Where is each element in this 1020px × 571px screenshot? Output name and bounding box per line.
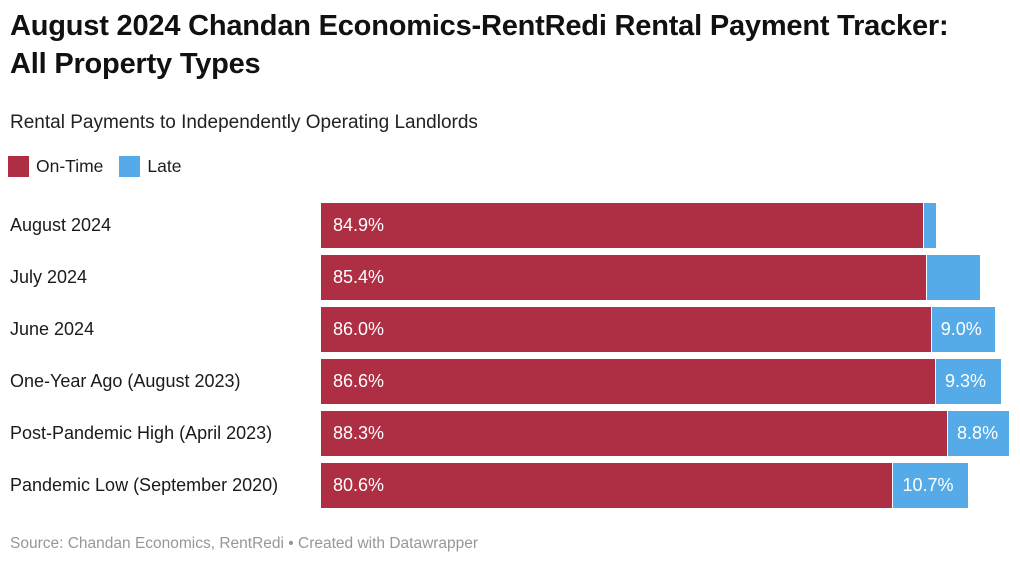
category-label: July 2024 bbox=[10, 267, 88, 287]
bar-track: 86.6% 9.3% bbox=[321, 359, 1020, 404]
bar-track: 84.9% bbox=[321, 203, 1020, 248]
legend-label-late: Late bbox=[147, 156, 182, 176]
ontime-value-label: 85.4% bbox=[333, 267, 385, 287]
category-label: Pandemic Low (September 2020) bbox=[10, 475, 279, 495]
bar-track: 88.3% 8.8% bbox=[321, 411, 1020, 456]
late-value-label: 10.7% bbox=[902, 475, 954, 495]
chart-subtitle: Rental Payments to Independently Operati… bbox=[10, 112, 478, 133]
ontime-value-label: 88.3% bbox=[333, 423, 385, 443]
legend-label-ontime: On-Time bbox=[36, 156, 104, 176]
late-bar-segment[interactable]: 9.0% bbox=[930, 307, 995, 352]
legend-item-ontime: On-Time bbox=[8, 156, 103, 177]
chart-title: August 2024 Chandan Economics-RentRedi R… bbox=[10, 10, 949, 80]
legend-item-late: Late bbox=[119, 156, 181, 177]
late-value-label: 9.3% bbox=[944, 371, 987, 391]
ontime-bar-segment[interactable]: 80.6% bbox=[321, 463, 893, 508]
ontime-value-label: 86.0% bbox=[333, 319, 385, 339]
category-label: One-Year Ago (August 2023) bbox=[10, 371, 241, 391]
chart-row: Pandemic Low (September 2020) 80.6% 10.7… bbox=[10, 463, 1020, 508]
category-label: Post-Pandemic High (April 2023) bbox=[10, 423, 273, 443]
late-value-label: 8.8% bbox=[957, 423, 999, 443]
category-label: June 2024 bbox=[10, 319, 95, 339]
ontime-bar-segment[interactable]: 86.0% bbox=[321, 307, 931, 352]
late-bar-segment[interactable] bbox=[926, 255, 981, 300]
ontime-bar-segment[interactable]: 84.9% bbox=[321, 203, 923, 248]
late-bar-segment[interactable]: 10.7% bbox=[892, 463, 969, 508]
chart-row: July 2024 85.4% bbox=[10, 255, 1020, 300]
legend: On-Time Late bbox=[8, 156, 181, 177]
bar-track: 86.0% 9.0% bbox=[321, 307, 1020, 352]
late-bar-segment[interactable]: 8.8% bbox=[947, 411, 1010, 456]
late-value-label: 9.0% bbox=[940, 319, 982, 339]
chart-row: June 2024 86.0% 9.0% bbox=[10, 307, 1020, 352]
bar-chart: August 2024 84.9% July 2024 85.4% June 2… bbox=[10, 203, 1020, 515]
chart-row: Post-Pandemic High (April 2023) 88.3% 8.… bbox=[10, 411, 1020, 456]
late-bar-segment[interactable] bbox=[922, 203, 936, 248]
legend-swatch-late bbox=[119, 156, 141, 177]
chart-row: August 2024 84.9% bbox=[10, 203, 1020, 248]
ontime-bar-segment[interactable]: 85.4% bbox=[321, 255, 927, 300]
ontime-value-label: 86.6% bbox=[333, 371, 385, 391]
bar-track: 80.6% 10.7% bbox=[321, 463, 1020, 508]
ontime-bar-segment[interactable]: 88.3% bbox=[321, 411, 948, 456]
bar-track: 85.4% bbox=[321, 255, 1020, 300]
ontime-value-label: 84.9% bbox=[333, 215, 385, 235]
ontime-bar-segment[interactable]: 86.6% bbox=[321, 359, 935, 404]
source-line: Source: Chandan Economics, RentRedi • Cr… bbox=[10, 535, 479, 552]
late-bar-segment[interactable]: 9.3% bbox=[934, 359, 1001, 404]
category-label: August 2024 bbox=[10, 215, 112, 235]
ontime-value-label: 80.6% bbox=[333, 475, 385, 495]
legend-swatch-ontime bbox=[8, 156, 29, 177]
chart-row: One-Year Ago (August 2023) 86.6% 9.3% bbox=[10, 359, 1020, 404]
